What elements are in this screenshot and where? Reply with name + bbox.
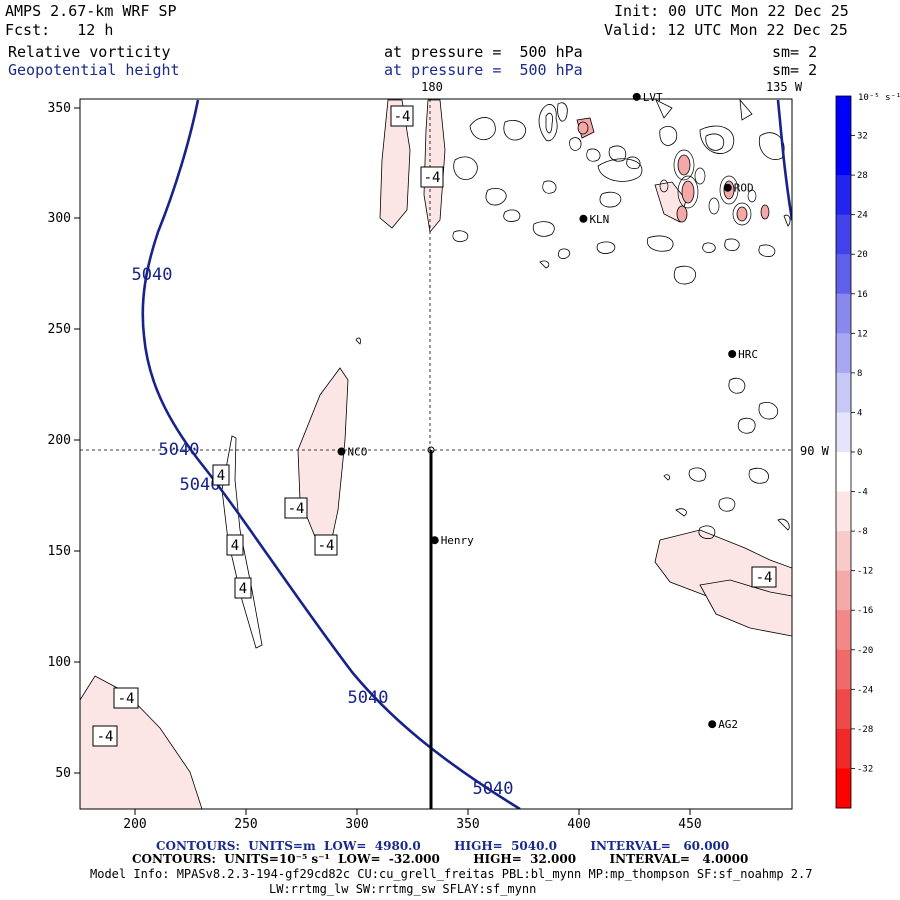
colorbar-swatch (836, 491, 851, 532)
colorbar-swatch (836, 333, 851, 374)
colorbar-label: 20 (857, 250, 868, 260)
colorbar-label: -32 (857, 764, 873, 774)
parallel-label: 90 W (800, 444, 830, 458)
forecast-hour: Fcst: 12 h (5, 21, 114, 39)
meridian-label: 180 (421, 80, 443, 94)
colorbar-swatch (836, 254, 851, 295)
y-tick-label: 50 (55, 766, 71, 781)
vorticity-contour-label: 4 (217, 468, 225, 484)
vorticity-contour-label: -4 (756, 570, 773, 586)
station-marker (723, 183, 732, 192)
colorbar-label: 24 (857, 211, 868, 221)
colorbar-label: 32 (857, 132, 868, 142)
station-label: KLN (589, 213, 609, 226)
model-title: AMPS 2.67-km WRF SP (5, 2, 177, 20)
y-tick-label: 100 (48, 655, 71, 670)
station-label: NCO (347, 446, 367, 459)
y-tick-label: 350 (48, 101, 71, 116)
station-marker (579, 214, 588, 223)
colorbar-label: 4 (857, 408, 862, 418)
valid-time: Valid: 12 UTC Mon 22 Dec 25 (604, 21, 848, 39)
station-label: ROD (734, 182, 754, 195)
colorbar-swatch (836, 412, 851, 453)
colorbar-swatch (836, 96, 851, 137)
pole-marker (427, 446, 435, 454)
vorticity-contour-label: -4 (318, 538, 335, 554)
colorbar-swatch (836, 214, 851, 255)
colorbar-swatch (836, 768, 851, 809)
height-contour-label: 5040 (473, 779, 514, 799)
colorbar-swatch (836, 689, 851, 730)
colorbar-swatch (836, 570, 851, 611)
x-tick-label: 450 (678, 817, 701, 832)
colorbar-label: 12 (857, 329, 868, 339)
footer-model-info: Model Info: MPASv8.2.3-194-gf29cd82c CU:… (90, 867, 813, 881)
x-tick-label: 200 (123, 817, 146, 832)
colorbar: 32 28 24 20 16 12 8 4 0 -4 -8 -12 -16 -20 -24 -28 -32 (835, 95, 873, 809)
field1-name: Relative vorticity (8, 43, 171, 61)
colorbar-label: -20 (857, 646, 873, 656)
vorticity-contour-label: -4 (424, 170, 441, 186)
station-label: HRC (738, 348, 758, 361)
footer-vorticity-contours: CONTOURS: UNITS=10⁻⁵ s⁻¹ LOW= -32.000 HI… (132, 852, 749, 866)
height-contour-label: 5040 (348, 688, 389, 708)
station-label: AG2 (718, 718, 738, 731)
colorbar-unit: 10⁻⁵ s⁻¹ (858, 93, 900, 103)
height-contour-label: 5040 (159, 440, 200, 460)
station-marker (337, 447, 346, 456)
x-tick-label: 300 (345, 817, 368, 832)
colorbar-swatch (836, 728, 851, 769)
height-contour-label: 5040 (180, 475, 221, 495)
colorbar-label: 28 (857, 171, 868, 181)
vorticity-contour-label: -4 (394, 109, 411, 125)
vorticity-contour-label: 4 (231, 538, 239, 554)
colorbar-label: -4 (857, 488, 868, 498)
colorbar-label: -28 (857, 725, 873, 735)
footer-height-contours: CONTOURS: UNITS=m LOW= 4980.0 HIGH= 5040… (156, 839, 730, 853)
colorbar-swatch (836, 175, 851, 216)
station-marker (728, 349, 737, 358)
field2-level: at pressure = 500 hPa (384, 61, 583, 79)
station-marker (632, 92, 641, 101)
height-contour-label: 5040 (132, 265, 173, 285)
vorticity-contour-label: -4 (97, 729, 114, 745)
colorbar-swatch (836, 649, 851, 690)
colorbar-label: -24 (857, 685, 873, 695)
meridian-label: 135 W (766, 80, 803, 94)
x-tick-label: 250 (234, 817, 257, 832)
colorbar-swatch (836, 372, 851, 413)
colorbar-label: 16 (857, 290, 868, 300)
y-tick-label: 150 (48, 544, 71, 559)
colorbar-swatch (836, 610, 851, 651)
vorticity-contour-label: -4 (288, 501, 305, 517)
y-tick-label: 200 (48, 433, 71, 448)
footer-model-info-2: LW:rrtmg_lw SW:rrtmg_sw SFLAY:sf_mynn (269, 882, 537, 896)
field2-smoothing: sm= 2 (772, 61, 818, 79)
y-tick-label: 250 (48, 322, 71, 337)
vorticity-contour-label: -4 (118, 691, 135, 707)
colorbar-label: -12 (857, 567, 873, 577)
colorbar-swatch (836, 293, 851, 334)
colorbar-label: 0 (857, 448, 862, 458)
y-tick-label: 300 (48, 211, 71, 226)
station-label: Henry (441, 534, 474, 547)
colorbar-swatch (836, 452, 851, 493)
colorbar-label: -8 (857, 527, 868, 537)
station-marker (708, 720, 717, 729)
field1-smoothing: sm= 2 (772, 43, 818, 61)
colorbar-swatch (836, 135, 851, 176)
init-time: Init: 00 UTC Mon 22 Dec 25 (614, 2, 849, 20)
station-label: LVT (643, 91, 663, 104)
vorticity-contour-label: 4 (239, 581, 247, 597)
field1-level: at pressure = 500 hPa (384, 43, 583, 61)
x-tick-label: 350 (456, 817, 479, 832)
station-marker (430, 536, 439, 545)
colorbar-label: 8 (857, 369, 862, 379)
colorbar-swatch (836, 531, 851, 572)
field2-name: Geopotential height (8, 61, 180, 79)
x-tick-label: 400 (567, 817, 590, 832)
colorbar-label: -16 (857, 606, 873, 616)
